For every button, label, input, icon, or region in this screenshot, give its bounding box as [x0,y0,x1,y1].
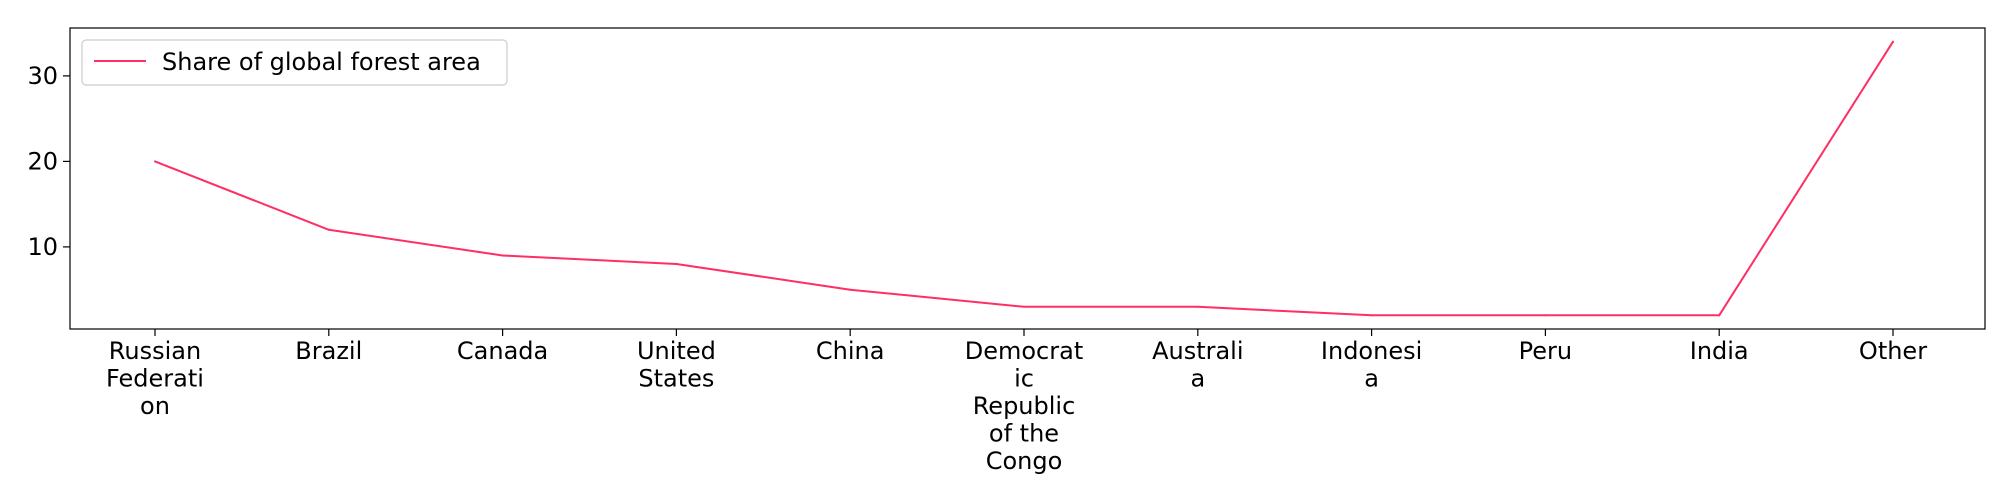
y-tick-label: 20 [27,147,58,175]
data-point [327,228,330,231]
x-tick-label-line: Congo [986,447,1063,475]
x-tick-label: India [1690,337,1749,365]
axes-frame [69,27,1986,330]
legend-box [81,39,508,86]
plot-area: 10 20 30 Russian Federati on Brazil Canada Unit… [27,27,1986,475]
x-tick-label-line: on [140,392,170,420]
data-point [1892,40,1894,43]
y-tick-label: 30 [27,62,58,90]
data-point [501,254,504,257]
data-point [849,288,852,291]
x-tick-label-line: ic [1014,365,1034,393]
y-axis: 10 20 30 [27,62,70,261]
x-tick-label: Russian Federati on [106,337,204,420]
x-tick-label-line: Indonesi [1321,337,1422,365]
x-tick-label-line: States [638,365,714,393]
x-tick-label: Other [1859,337,1927,365]
data-point [1196,305,1199,308]
x-tick-label: Canada [457,337,548,365]
x-tick-label-line: a [1364,365,1379,393]
x-tick-label: United States [637,337,716,393]
x-tick-label: Democrat ic Republic of the Congo [965,337,1084,475]
series-layer [154,40,1894,317]
legend-label: Share of global forest area [162,48,481,76]
data-point [1023,305,1025,308]
y-tick-label: 10 [27,233,58,261]
x-axis: Russian Federati on Brazil Canada United State… [106,329,1927,475]
data-point [154,160,156,163]
x-tick-label-line: Other [1859,337,1927,365]
x-tick-label-line: Australi [1152,337,1243,365]
x-tick-label-line: Canada [457,337,548,365]
data-point [1544,314,1547,317]
x-tick-label-line: India [1690,337,1749,365]
x-tick-label: Indonesi a [1321,337,1422,393]
x-tick-label: Australi a [1152,337,1243,393]
x-tick-label-line: Federati [106,365,204,393]
x-tick-label-line: a [1190,365,1205,393]
data-point [675,263,678,266]
x-tick-label-line: United [637,337,716,365]
data-point [1718,314,1721,317]
data-point [1370,314,1373,317]
x-tick-label: Peru [1519,337,1572,365]
x-tick-label-line: Peru [1519,337,1572,365]
x-tick-label-line: of the [989,420,1059,448]
x-tick-label-line: Brazil [295,337,362,365]
x-tick-label-line: Russian [109,337,201,365]
x-tick-label-line: Democrat [965,337,1084,365]
x-tick-label: China [816,337,885,365]
legend: Share of global forest area [81,39,508,86]
x-tick-label-line: China [816,337,885,365]
x-tick-label: Brazil [295,337,362,365]
x-tick-label-line: Republic [973,392,1076,420]
